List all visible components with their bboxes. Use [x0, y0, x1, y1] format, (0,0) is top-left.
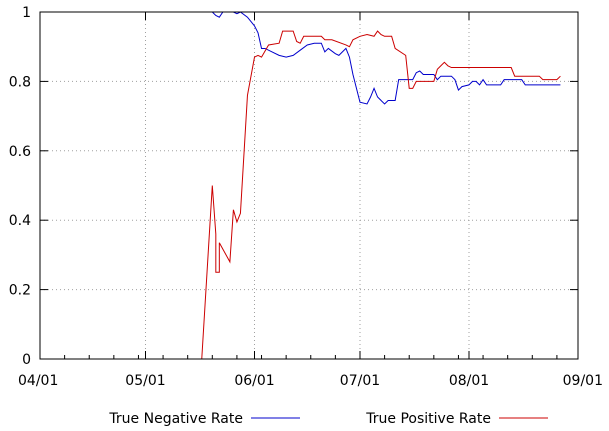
legend-label: True Negative Rate	[108, 411, 243, 427]
y-tick-label: 0	[22, 352, 31, 368]
x-tick-label: 04/01	[18, 373, 58, 389]
series-layer	[201, 12, 561, 359]
legend-label: True Positive Rate	[365, 411, 491, 427]
y-tick-label: 1	[22, 5, 31, 21]
axis-ticks: 0 0.2 0.4 0.6 0.8 1 04/01 05/01 06/01 07/01 08/01 0…	[9, 5, 603, 389]
x-tick-label: 07/01	[340, 373, 380, 389]
x-tick-label: 05/01	[125, 373, 165, 389]
series-line-true-negative-rate	[211, 12, 561, 105]
x-tick-label: 09/01	[563, 373, 603, 389]
x-tick-label: 08/01	[449, 373, 489, 389]
y-tick-label: 0.8	[9, 74, 31, 90]
grid-lines	[40, 12, 578, 359]
plot-border	[39, 11, 579, 360]
y-tick-label: 0.6	[9, 144, 31, 160]
x-tick-label: 06/01	[234, 373, 274, 389]
y-tick-label: 0.4	[9, 213, 31, 229]
series-line-true-positive-rate	[201, 30, 561, 359]
y-tick-label: 0.2	[9, 283, 31, 299]
legend: True Negative Rate True Positive Rate	[108, 411, 548, 427]
